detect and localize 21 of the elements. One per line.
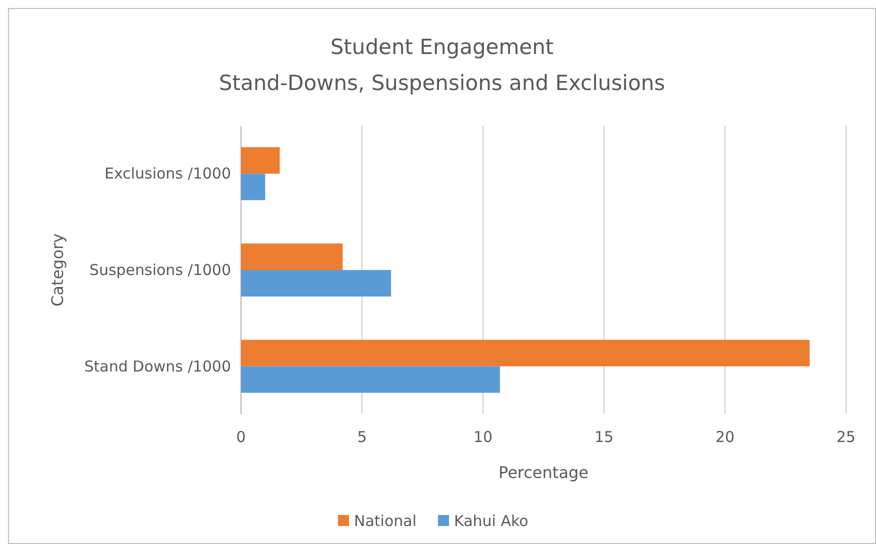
x-tick-label: 5 xyxy=(357,428,367,446)
legend-label: National xyxy=(354,512,417,530)
y-tick-label: Exclusions /1000 xyxy=(104,164,231,183)
x-axis-title: Percentage xyxy=(498,463,589,482)
bar xyxy=(241,244,343,270)
bar xyxy=(241,366,500,393)
bar xyxy=(241,340,810,366)
y-tick-label: Suspensions /1000 xyxy=(89,261,231,279)
bar xyxy=(241,174,266,200)
x-tick-label: 20 xyxy=(715,428,735,446)
x-tick-label: 0 xyxy=(236,428,246,446)
x-tick-label: 15 xyxy=(594,428,614,446)
chart-title: Student Engagement xyxy=(330,35,554,59)
chart-subtitle: Stand-Downs, Suspensions and Exclusions xyxy=(218,71,666,95)
legend-label: Kahui Ako xyxy=(454,512,528,530)
x-tick-label: 10 xyxy=(473,428,493,446)
bar xyxy=(241,147,280,174)
y-axis-title: Category xyxy=(48,233,67,307)
x-tick-label: 25 xyxy=(836,428,856,446)
bar xyxy=(241,270,392,296)
y-tick-label: Stand Downs /1000 xyxy=(84,357,231,376)
